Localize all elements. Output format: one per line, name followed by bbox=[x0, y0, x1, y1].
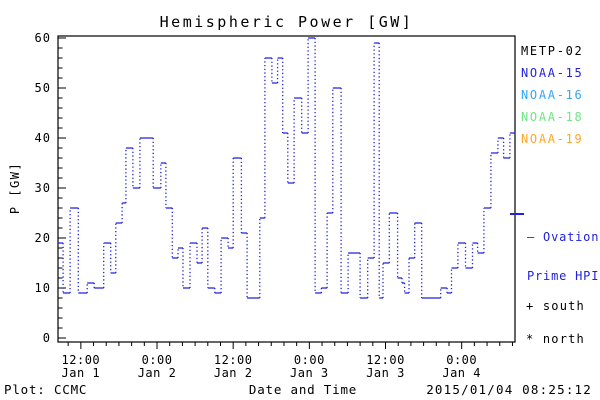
legend-item-noaa-16: NOAA-16 bbox=[521, 88, 584, 102]
y-tick-label: 60 bbox=[35, 31, 51, 45]
ovation-legend-line1: — Ovation bbox=[527, 230, 600, 244]
y-tick-label: 10 bbox=[35, 281, 51, 295]
y-tick-label: 0 bbox=[43, 331, 51, 345]
y-tick-label: 50 bbox=[35, 81, 51, 95]
x-tick-date-label: Jan 1 bbox=[62, 366, 101, 380]
y-tick-label: 40 bbox=[35, 131, 51, 145]
north-symbol-label: * north bbox=[526, 332, 585, 346]
x-axis-title: Date and Time bbox=[248, 382, 358, 397]
x-tick-date-label: Jan 3 bbox=[290, 366, 329, 380]
plot-source-label: Plot: CCMC bbox=[4, 382, 88, 397]
hpi-step-vertical-connectors bbox=[62, 38, 511, 298]
x-tick-time-label: 0:00 bbox=[142, 353, 173, 367]
x-axis-ticks bbox=[67, 342, 513, 349]
x-tick-date-label: Jan 2 bbox=[214, 366, 253, 380]
legend-item-noaa-19: NOAA-19 bbox=[521, 132, 584, 146]
legend-item-noaa-18: NOAA-18 bbox=[521, 110, 584, 124]
south-symbol-label: + south bbox=[526, 299, 585, 313]
y-axis-ticks bbox=[58, 37, 66, 339]
x-tick-date-label: Jan 3 bbox=[366, 366, 405, 380]
hpi-step-line bbox=[58, 37, 515, 299]
x-tick-time-label: 12:00 bbox=[366, 353, 405, 367]
x-tick-time-label: 12:00 bbox=[62, 353, 101, 367]
legend-item-noaa-15: NOAA-15 bbox=[521, 66, 584, 80]
y-tick-label: 20 bbox=[35, 231, 51, 245]
plot-border bbox=[57, 35, 516, 343]
y-axis-title: P [GW] bbox=[8, 162, 22, 214]
hpi-step-horizontal-segments bbox=[58, 37, 515, 299]
x-tick-date-label: Jan 4 bbox=[442, 366, 481, 380]
chart-title: Hemispheric Power [GW] bbox=[159, 13, 414, 31]
legend-item-metp-02: METP-02 bbox=[521, 44, 584, 58]
y-axis-tick-labels: 0 10 20 30 40 50 60 bbox=[35, 31, 51, 345]
y-axis-title-text: P [GW] bbox=[8, 162, 22, 214]
plot-timestamp: 2015/01/04 08:25:12 bbox=[426, 382, 592, 397]
plot-frame bbox=[57, 35, 516, 343]
x-tick-time-label: 0:00 bbox=[446, 353, 477, 367]
ovation-legend-dash bbox=[510, 213, 524, 215]
ovation-legend-line2: Prime HPI bbox=[527, 269, 600, 283]
x-tick-date-label: Jan 2 bbox=[138, 366, 177, 380]
x-tick-time-label: 12:00 bbox=[214, 353, 253, 367]
y-tick-label: 30 bbox=[35, 181, 51, 195]
ovation-legend: — Ovation Prime HPI bbox=[527, 205, 599, 309]
x-tick-time-label: 0:00 bbox=[294, 353, 325, 367]
